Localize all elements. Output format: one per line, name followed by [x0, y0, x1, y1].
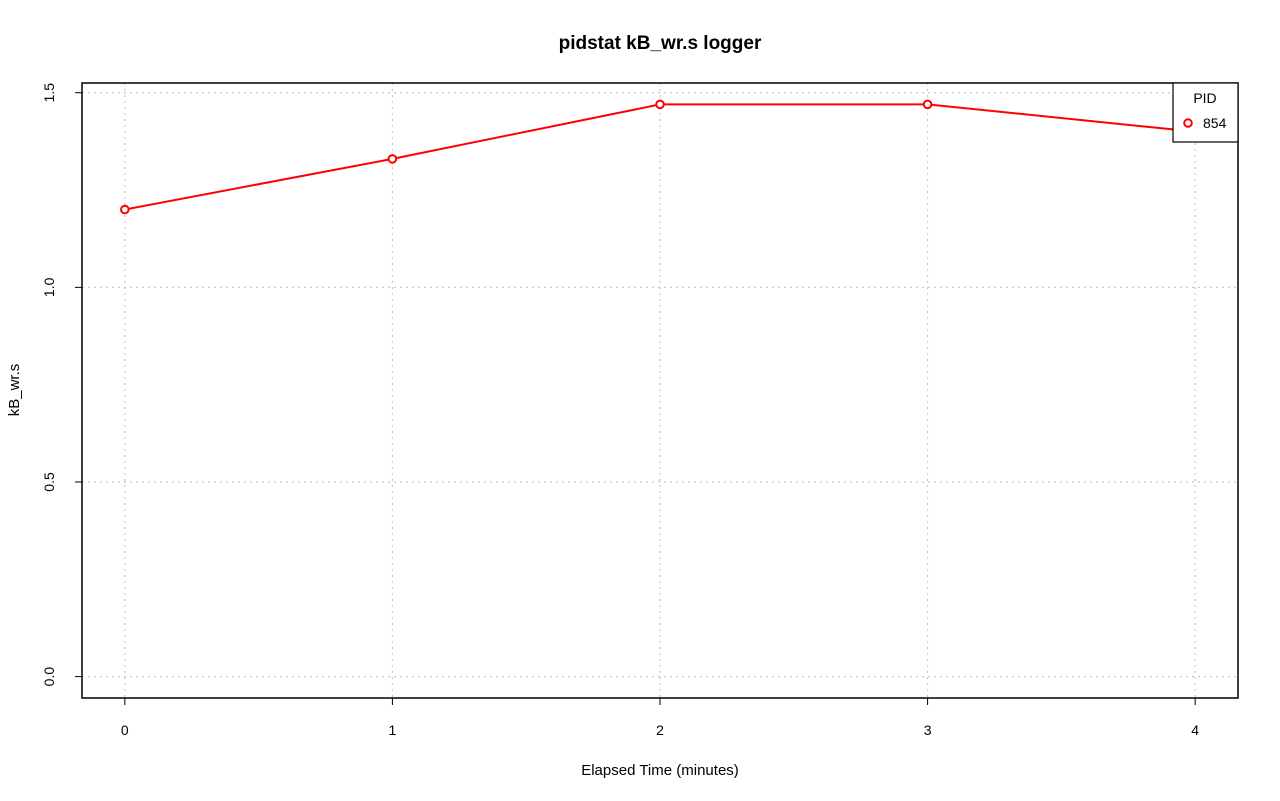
data-point: [922, 99, 933, 110]
legend-title: PID: [1193, 90, 1216, 106]
chart-title: pidstat kB_wr.s logger: [559, 33, 762, 54]
legend-entry-854: 854: [1203, 115, 1227, 131]
x-tick-label: 1: [389, 722, 397, 738]
grid-lines: [82, 83, 1238, 698]
x-axis: 0 1 2 3 4: [121, 698, 1199, 738]
x-tick-label: 4: [1191, 722, 1199, 738]
data-point: [655, 99, 665, 110]
y-tick-label: 0.0: [41, 667, 57, 687]
y-axis: 0.0 0.5 1.0 1.5: [41, 83, 82, 687]
legend-box: [1172, 82, 1239, 143]
x-axis-label: Elapsed Time (minutes): [581, 762, 739, 779]
legend: PID 854: [1172, 82, 1239, 143]
data-point: [387, 154, 398, 164]
y-tick-label: 1.5: [41, 83, 57, 103]
y-axis-label: kB_wr.s: [6, 364, 23, 417]
data-point: [120, 204, 130, 215]
legend-marker: [1183, 118, 1193, 128]
x-tick-label: 0: [121, 722, 129, 738]
y-tick-label: 1.0: [41, 277, 57, 297]
x-tick-label: 2: [656, 722, 664, 738]
x-tick-label: 3: [924, 722, 932, 738]
y-tick-label: 0.5: [41, 472, 57, 492]
